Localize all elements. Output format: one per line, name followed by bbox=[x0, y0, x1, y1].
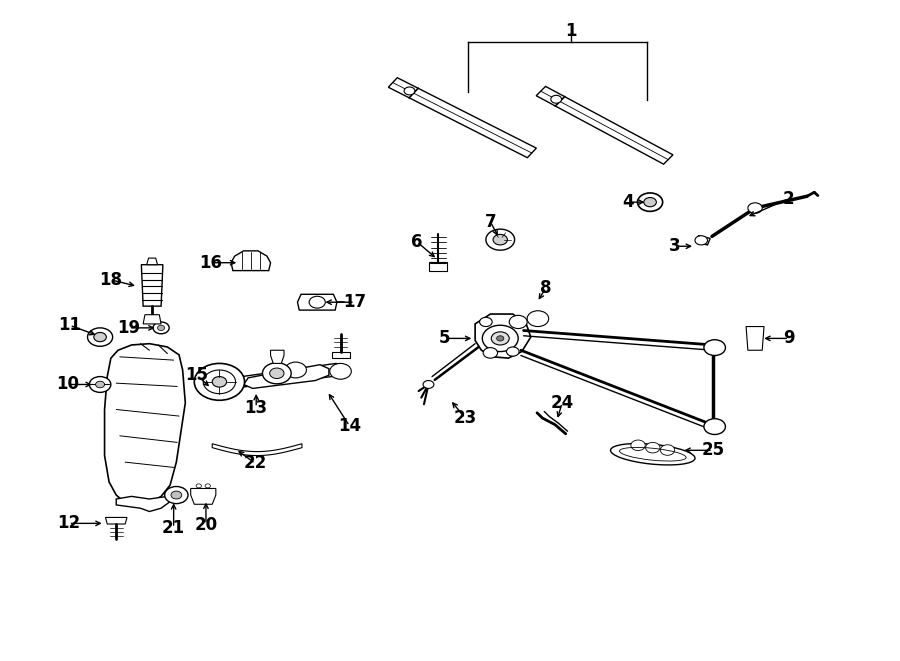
Circle shape bbox=[631, 440, 645, 451]
Text: 16: 16 bbox=[199, 254, 222, 272]
Circle shape bbox=[493, 235, 508, 245]
Text: 3: 3 bbox=[669, 237, 680, 255]
Circle shape bbox=[329, 364, 351, 379]
Polygon shape bbox=[536, 87, 673, 164]
Circle shape bbox=[486, 229, 515, 251]
Circle shape bbox=[527, 311, 549, 327]
Text: 22: 22 bbox=[244, 455, 267, 473]
Polygon shape bbox=[298, 294, 337, 310]
Circle shape bbox=[748, 203, 762, 214]
Circle shape bbox=[645, 442, 660, 453]
Circle shape bbox=[482, 325, 518, 352]
Circle shape bbox=[423, 381, 434, 389]
Text: 4: 4 bbox=[622, 193, 634, 211]
Circle shape bbox=[507, 347, 519, 356]
Text: 18: 18 bbox=[99, 271, 122, 289]
Text: 25: 25 bbox=[701, 442, 724, 459]
Circle shape bbox=[205, 484, 211, 488]
Circle shape bbox=[497, 336, 504, 341]
Circle shape bbox=[491, 332, 509, 345]
Circle shape bbox=[637, 193, 662, 212]
Polygon shape bbox=[104, 344, 185, 505]
Text: 24: 24 bbox=[551, 394, 574, 412]
Text: 1: 1 bbox=[565, 22, 577, 40]
Polygon shape bbox=[696, 236, 710, 245]
Text: 2: 2 bbox=[782, 190, 794, 208]
Circle shape bbox=[171, 491, 182, 499]
Text: 20: 20 bbox=[194, 516, 218, 533]
Polygon shape bbox=[212, 444, 302, 455]
Circle shape bbox=[153, 322, 169, 334]
Polygon shape bbox=[231, 251, 271, 270]
Circle shape bbox=[95, 381, 104, 388]
Circle shape bbox=[94, 332, 106, 342]
Text: 6: 6 bbox=[411, 233, 423, 251]
Circle shape bbox=[203, 370, 236, 394]
Polygon shape bbox=[271, 350, 284, 364]
Circle shape bbox=[644, 198, 656, 207]
Polygon shape bbox=[475, 314, 531, 358]
Text: 21: 21 bbox=[162, 519, 185, 537]
Circle shape bbox=[309, 296, 325, 308]
Circle shape bbox=[704, 340, 725, 356]
Circle shape bbox=[480, 317, 492, 327]
Circle shape bbox=[194, 364, 245, 401]
Polygon shape bbox=[105, 518, 127, 524]
Circle shape bbox=[483, 348, 498, 358]
Polygon shape bbox=[429, 262, 447, 271]
Circle shape bbox=[158, 325, 165, 330]
Circle shape bbox=[212, 377, 227, 387]
Text: 14: 14 bbox=[338, 417, 361, 435]
Circle shape bbox=[704, 418, 725, 434]
Text: 10: 10 bbox=[57, 375, 79, 393]
Text: 12: 12 bbox=[57, 514, 80, 532]
Text: 23: 23 bbox=[454, 409, 477, 427]
Ellipse shape bbox=[610, 444, 695, 465]
Polygon shape bbox=[116, 496, 170, 512]
Text: 15: 15 bbox=[185, 366, 209, 384]
Circle shape bbox=[404, 87, 415, 95]
Text: 13: 13 bbox=[245, 399, 268, 416]
Circle shape bbox=[551, 95, 562, 103]
Text: 9: 9 bbox=[783, 329, 795, 348]
Polygon shape bbox=[242, 364, 345, 387]
Text: 19: 19 bbox=[117, 319, 140, 337]
Circle shape bbox=[87, 328, 112, 346]
Text: 7: 7 bbox=[484, 213, 496, 231]
Text: 11: 11 bbox=[58, 316, 81, 334]
Circle shape bbox=[165, 486, 188, 504]
Polygon shape bbox=[141, 264, 163, 306]
Polygon shape bbox=[147, 258, 158, 264]
Text: 8: 8 bbox=[540, 279, 552, 297]
Polygon shape bbox=[244, 365, 328, 389]
Circle shape bbox=[89, 377, 111, 393]
Circle shape bbox=[263, 363, 292, 384]
Polygon shape bbox=[143, 315, 161, 324]
Circle shape bbox=[285, 362, 306, 378]
Circle shape bbox=[196, 484, 202, 488]
Polygon shape bbox=[331, 352, 349, 358]
Circle shape bbox=[270, 368, 284, 379]
Circle shape bbox=[509, 315, 527, 329]
Circle shape bbox=[661, 445, 675, 455]
Polygon shape bbox=[388, 78, 536, 158]
Polygon shape bbox=[746, 327, 764, 350]
Text: 17: 17 bbox=[343, 293, 366, 311]
Text: 5: 5 bbox=[439, 329, 450, 348]
Polygon shape bbox=[191, 488, 216, 504]
Circle shape bbox=[695, 236, 707, 245]
